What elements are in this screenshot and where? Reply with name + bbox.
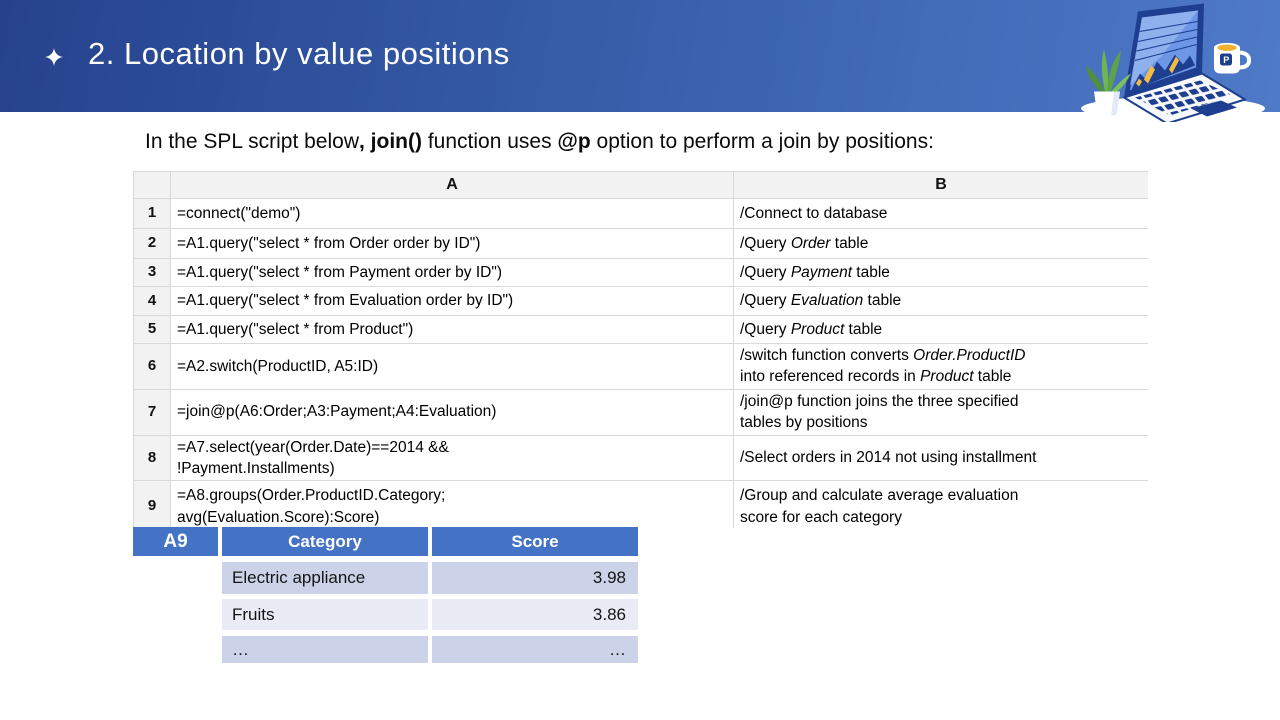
page-title: 2. Location by value positions [88, 36, 510, 71]
table-row: 3 =A1.query("select * from Payment order… [133, 258, 1148, 287]
mug-logo-letter: P [1223, 55, 1229, 65]
row-number: 8 [133, 434, 171, 482]
cell-ref-badge: A9 [133, 527, 218, 556]
table-row: 9 =A8.groups(Order.ProductID.Category; av… [133, 480, 1148, 528]
laptop-illustration: P [1081, 3, 1265, 122]
result-cell-category: Fruits [222, 599, 428, 630]
spl-cell-a2: =A1.query("select * from Order order by … [170, 228, 734, 259]
mug-icon: P [1214, 42, 1252, 74]
result-cell-category: … [222, 636, 428, 663]
spl-cell-a7: =join@p(A6:Order;A3:Payment;A4:Evaluatio… [170, 388, 734, 436]
table-row: 5 =A1.query("select * from Product") /Qu… [133, 315, 1148, 344]
spl-cell-b9: /Group and calculate average evaluation s… [733, 480, 1148, 528]
spl-cell-a9: =A8.groups(Order.ProductID.Category; avg(… [170, 480, 734, 528]
row-number: 5 [133, 315, 171, 344]
spl-cell-b1: /Connect to database [733, 198, 1148, 229]
result-table: A9 Category Score Electric appliance 3.9… [133, 527, 638, 663]
spl-cell-a1: =connect("demo") [170, 198, 734, 229]
result-cell-category: Electric appliance [222, 562, 428, 594]
spl-cell-b3: /Query Payment table [733, 258, 1148, 287]
result-header-score: Score [432, 527, 638, 556]
row-number: 9 [133, 480, 171, 528]
table-row: 7 =join@p(A6:Order;A3:Payment;A4:Evaluat… [133, 388, 1148, 436]
title-banner: 2. Location by value positions [0, 0, 1280, 112]
spl-cell-b7: /join@p function joins the three specifi… [733, 388, 1148, 436]
result-cell-score: 3.86 [432, 599, 638, 630]
spl-cell-a3: =A1.query("select * from Payment order b… [170, 258, 734, 287]
plant-icon [1086, 49, 1131, 116]
row-number: 7 [133, 388, 171, 436]
intro-part: function uses [421, 130, 558, 153]
intro-text: In the SPL script below, join() function… [145, 130, 1195, 154]
corner-cell [133, 171, 171, 199]
spl-cell-b4: /Query Evaluation table [733, 286, 1148, 316]
spl-cell-a6: =A2.switch(ProductID, A5:ID) [170, 343, 734, 390]
table-row: 2 =A1.query("select * from Order order b… [133, 228, 1148, 259]
row-number: 1 [133, 198, 171, 229]
intro-part: option to perform a join by positions: [590, 130, 934, 153]
row-number: 2 [133, 228, 171, 259]
spl-header-row: A B [133, 171, 1148, 199]
spl-cell-b2: /Query Order table [733, 228, 1148, 259]
result-cell-score: 3.98 [432, 562, 638, 594]
spl-cell-a4: =A1.query("select * from Evaluation orde… [170, 286, 734, 316]
laptop-icon [1123, 3, 1246, 122]
spl-cell-b8: /Select orders in 2014 not using install… [733, 434, 1148, 482]
result-header-category: Category [222, 527, 428, 556]
row-number: 6 [133, 343, 171, 390]
table-row: 6 =A2.switch(ProductID, A5:ID) /switch f… [133, 343, 1148, 390]
table-row: 1 =connect("demo") /Connect to database [133, 198, 1148, 229]
table-row: 4 =A1.query("select * from Evaluation or… [133, 286, 1148, 316]
spl-cell-b6: /switch function converts Order.ProductI… [733, 343, 1148, 390]
row-number: 4 [133, 286, 171, 316]
row-number: 3 [133, 258, 171, 287]
column-header-a: A [170, 171, 734, 199]
column-header-b: B [733, 171, 1148, 199]
spl-cell-a8: =A7.select(year(Order.Date)==2014 && !Pay… [170, 434, 734, 482]
spl-cell-a5: =A1.query("select * from Product") [170, 315, 734, 344]
spl-cell-b5: /Query Product table [733, 315, 1148, 344]
table-row: 8 =A7.select(year(Order.Date)==2014 && !P… [133, 434, 1148, 482]
intro-bold-join: , join() [359, 130, 422, 153]
result-cell-score: … [432, 636, 638, 663]
intro-bold-option: @p [557, 130, 591, 153]
sparkle-icon [45, 48, 63, 66]
intro-part: In the SPL script below [145, 130, 359, 153]
spl-script-table: A B 1 =connect("demo") /Connect to datab… [133, 171, 1148, 528]
